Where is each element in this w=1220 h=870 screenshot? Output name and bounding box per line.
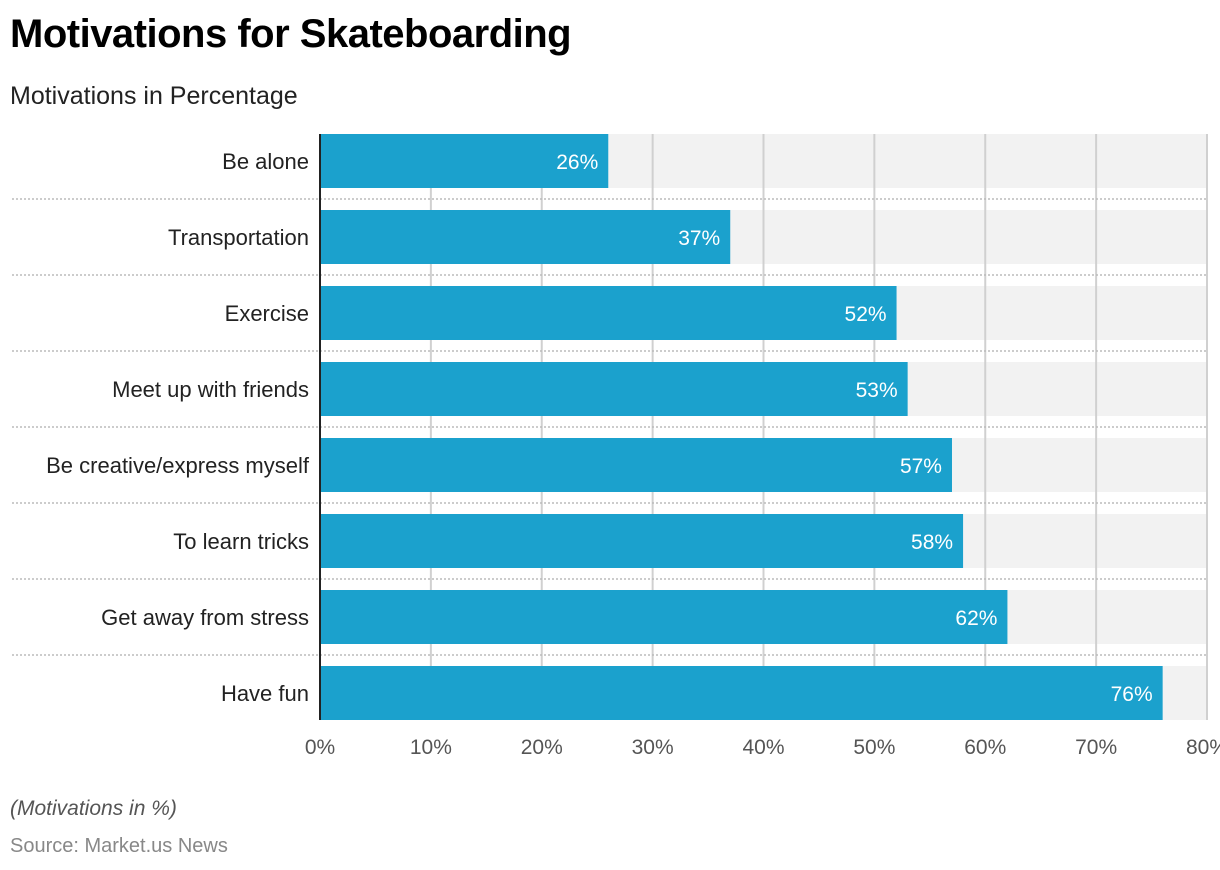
value-label: 58% [911, 531, 953, 554]
value-label: 53% [856, 379, 898, 402]
x-tick-label: 10% [410, 736, 452, 759]
value-label: 37% [678, 227, 720, 250]
bar [320, 362, 908, 416]
x-tick-label: 0% [305, 736, 335, 759]
value-label: 26% [556, 151, 598, 174]
x-tick-label: 50% [853, 736, 895, 759]
bar [320, 438, 952, 492]
category-label: Get away from stress [101, 605, 309, 630]
units-note: (Motivations in %) [10, 797, 177, 820]
bar [320, 286, 897, 340]
x-tick-label: 60% [964, 736, 1006, 759]
value-label: 57% [900, 455, 942, 478]
x-tick-label: 70% [1075, 736, 1117, 759]
bar [320, 514, 964, 568]
chart-subtitle: Motivations in Percentage [10, 82, 298, 110]
category-label: Meet up with friends [112, 377, 309, 402]
bar [320, 666, 1163, 720]
bar [320, 590, 1008, 644]
category-label: Have fun [221, 681, 309, 706]
category-label: Be alone [222, 149, 309, 174]
chart-title: Motivations for Skateboarding [10, 12, 572, 56]
category-label: Be creative/express myself [46, 453, 310, 478]
category-label: Transportation [168, 225, 309, 250]
category-label: Exercise [225, 301, 309, 326]
x-tick-label: 80% [1186, 736, 1220, 759]
value-label: 62% [955, 607, 997, 630]
x-tick-label: 30% [632, 736, 674, 759]
bar [320, 134, 609, 188]
value-label: 52% [845, 303, 887, 326]
category-label: To learn tricks [173, 529, 309, 554]
x-tick-label: 20% [521, 736, 563, 759]
x-tick-label: 40% [742, 736, 784, 759]
source-text: Source: Market.us News [10, 835, 228, 857]
value-label: 76% [1111, 683, 1153, 706]
bar [320, 210, 731, 264]
